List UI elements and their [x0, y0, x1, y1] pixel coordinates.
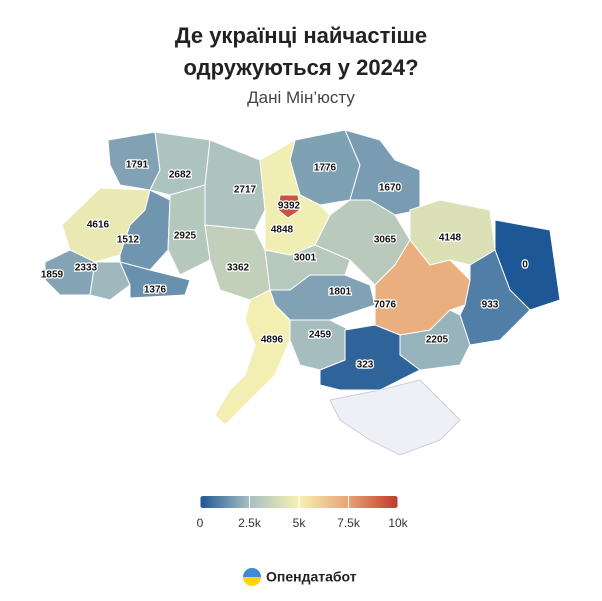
- region: [119, 261, 191, 299]
- value-label: 1776: [314, 163, 337, 174]
- colorbar-tick-label: 10k: [388, 516, 408, 530]
- value-label: 2333: [75, 263, 98, 274]
- value-label: 323: [357, 360, 374, 371]
- value-label: 3065: [374, 235, 397, 246]
- source: Опендатабот: [266, 569, 357, 585]
- colorbar-tick-label: 2.5k: [238, 516, 262, 530]
- region: [214, 289, 291, 426]
- title: Де українці найчастіше одружуються у 202…: [174, 23, 428, 80]
- value-label: 933: [482, 300, 499, 311]
- region: [459, 249, 531, 346]
- value-label: 0: [522, 260, 528, 271]
- value-label: 4848: [271, 225, 294, 236]
- value-label: 4896: [261, 335, 284, 346]
- value-label: 1801: [329, 287, 352, 298]
- value-label: 2459: [309, 330, 332, 341]
- crimea: [329, 379, 461, 456]
- value-label: 3001: [294, 253, 317, 264]
- value-label: 1376: [144, 285, 167, 296]
- colorbar-tick-label: 7.5k: [337, 516, 361, 530]
- colorbar-tick-label: 0: [197, 516, 204, 530]
- region: [344, 129, 421, 216]
- value-label: 4616: [87, 220, 110, 231]
- value-label: 3362: [227, 263, 250, 274]
- value-label: 2925: [174, 231, 197, 242]
- value-label: 1791: [126, 160, 149, 171]
- value-label: 9392: [278, 201, 301, 212]
- value-label: 1512: [117, 235, 140, 246]
- value-label: 2682: [169, 170, 192, 181]
- region: [319, 324, 421, 391]
- region: [277, 194, 301, 219]
- value-label: 7076: [374, 300, 397, 311]
- value-label: 1670: [379, 183, 402, 194]
- region: [167, 184, 211, 276]
- value-label: 4148: [439, 233, 462, 244]
- region: [149, 131, 211, 196]
- value-label: 2205: [426, 335, 449, 346]
- subtitle: Дані Мін’юсту: [247, 88, 355, 107]
- logo-icon-half: [243, 568, 261, 577]
- region: [89, 261, 131, 301]
- colorbar-tick-label: 5k: [293, 516, 307, 530]
- value-label: 1859: [41, 270, 64, 281]
- value-label: 2717: [234, 185, 257, 196]
